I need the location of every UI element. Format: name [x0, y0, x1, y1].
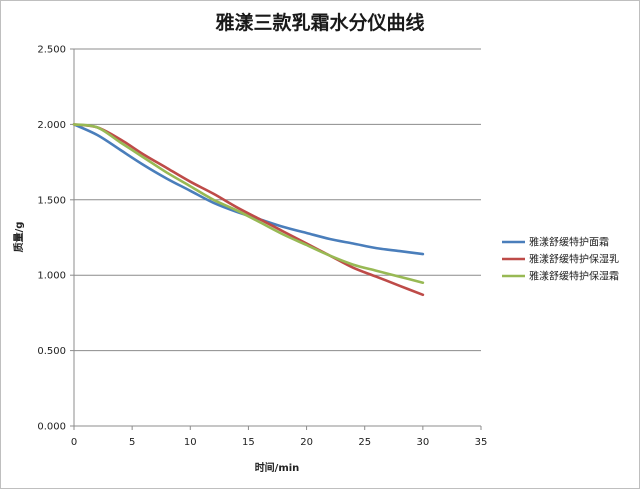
x-tick-label: 15	[242, 437, 255, 448]
x-tick-label: 10	[184, 437, 197, 448]
y-tick-label: 0.500	[37, 346, 66, 357]
x-tick-label: 35	[475, 437, 488, 448]
chart-title: 雅漾三款乳霜水分仪曲线	[215, 11, 424, 34]
x-axis-label: 时间/min	[255, 461, 300, 474]
legend-label: 雅漾舒缓特护保湿霜	[529, 270, 619, 283]
axes: 0.000 0.500 1.000 1.500 2.000 2.500 0 5 10 15 20 25…	[37, 45, 487, 449]
x-tick-label: 25	[358, 437, 371, 448]
legend-item: 雅漾舒缓特护保湿霜	[502, 270, 619, 283]
series-line-2	[72, 123, 425, 297]
legend-label: 雅漾舒缓特护面霜	[529, 236, 609, 249]
y-tick-label: 2.000	[37, 120, 66, 131]
y-tick-label: 2.500	[37, 45, 66, 56]
x-tick-label: 0	[71, 437, 77, 448]
legend-item: 雅漾舒缓特护保湿乳	[502, 253, 619, 266]
legend-item: 雅漾舒缓特护面霜	[502, 236, 609, 249]
y-tick-label: 1.000	[37, 271, 66, 282]
series-line-3	[72, 123, 425, 284]
x-tick-label: 20	[300, 437, 313, 448]
y-tick-label: 1.500	[37, 195, 66, 206]
y-axis-label: 质量/g	[12, 222, 25, 253]
legend-label: 雅漾舒缓特护保湿乳	[529, 253, 619, 266]
grid	[74, 48, 481, 352]
x-tick-label: 30	[416, 437, 429, 448]
x-tick-label: 5	[129, 437, 135, 448]
y-tick-label: 0.000	[37, 422, 66, 433]
series-lines	[72, 123, 425, 297]
